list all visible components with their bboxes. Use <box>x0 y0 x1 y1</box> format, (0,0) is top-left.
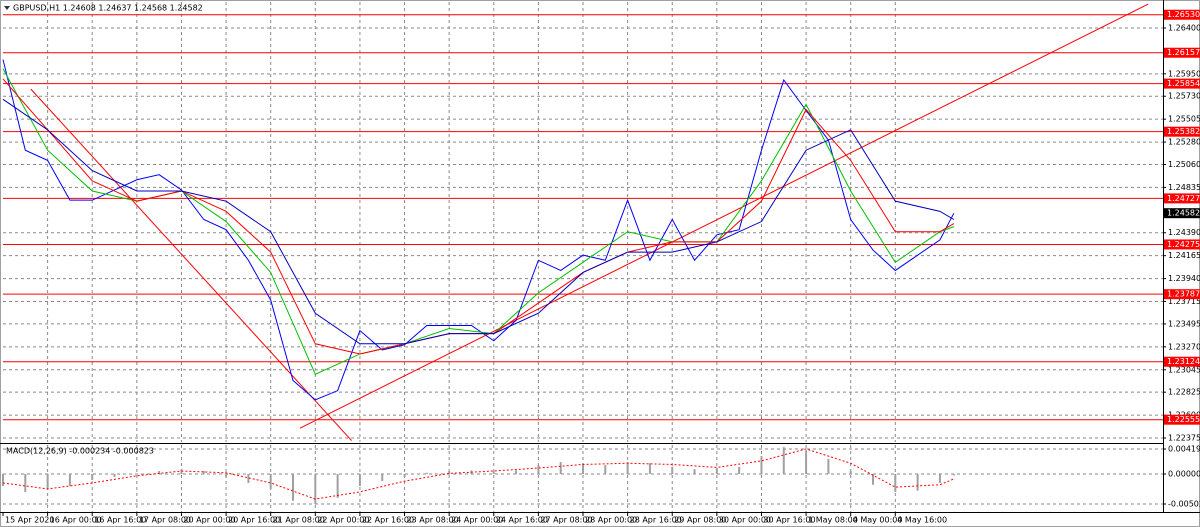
x-tick-label: 22 Apr 16:00 <box>362 516 414 525</box>
y-tick-label: 1.23495 <box>1168 319 1200 328</box>
dropdown-icon[interactable] <box>4 6 10 10</box>
level-label: 1.22555 <box>1167 415 1200 424</box>
level-label: 1.24275 <box>1167 240 1200 249</box>
x-tick-label: 15 Apr 2020 <box>5 516 54 525</box>
level-label-box <box>1164 9 1200 20</box>
y-tick-label: 1.25280 <box>1168 138 1200 147</box>
y-tick-label: 1.25060 <box>1168 160 1200 169</box>
x-tick-label: 24 Apr 00:00 <box>451 516 503 525</box>
y-tick-label: 1.23270 <box>1168 342 1200 351</box>
y-tick-label: 1.25730 <box>1168 92 1200 101</box>
x-tick-label: 30 Apr 00:00 <box>719 516 771 525</box>
level-label-box <box>1164 126 1200 137</box>
x-tick-label: 24 Apr 16:00 <box>496 516 548 525</box>
x-tick-label: 27 Apr 08:00 <box>540 516 592 525</box>
level-label: 1.26157 <box>1167 48 1200 57</box>
level-label: 1.25854 <box>1167 79 1200 88</box>
x-tick-label: 17 Apr 08:00 <box>139 516 191 525</box>
signal-line <box>2 448 955 500</box>
y-tick-label: -0.005029 <box>1168 499 1200 508</box>
trend-line <box>30 88 352 441</box>
chart-title: GBPUSD,H1 1.24608 1.24637 1.24568 1.2458… <box>13 4 203 13</box>
y-tick-label: 1.25505 <box>1168 115 1200 124</box>
x-tick-label: 23 Apr 08:00 <box>407 516 459 525</box>
x-tick-label: 28 Apr 16:00 <box>630 516 682 525</box>
last-price-label: 1.24582 <box>1167 209 1200 218</box>
level-label-box <box>1164 78 1200 89</box>
x-tick-label: 22 Apr 00:00 <box>317 516 369 525</box>
y-tick-label: 1.25950 <box>1168 69 1200 78</box>
level-label: 1.25382 <box>1167 127 1200 136</box>
moving-average <box>2 98 955 345</box>
y-tick-label: 0.004191 <box>1168 444 1200 453</box>
price-line <box>2 59 955 401</box>
plot-layer <box>2 2 1163 512</box>
level-label: 1.26530 <box>1167 10 1200 19</box>
y-tick-label: 1.23045 <box>1168 365 1200 374</box>
level-label-box <box>1164 47 1200 58</box>
macd-title: MACD(12,26,9) -0.000234 -0.000823 <box>6 447 154 456</box>
y-tick-label: 1.23715 <box>1168 297 1200 306</box>
x-tick-label: 28 Apr 00:00 <box>585 516 637 525</box>
level-label: 1.23787 <box>1167 290 1200 299</box>
level-label-box <box>1164 356 1200 367</box>
y-tick-label: 1.26400 <box>1168 23 1200 32</box>
x-tick-label: 16 Apr 16:00 <box>94 516 146 525</box>
level-label-box <box>1164 289 1200 300</box>
level-label-box <box>1164 193 1200 204</box>
y-tick-label: 0.000000 <box>1168 469 1200 478</box>
x-tick-label: 21 Apr 08:00 <box>273 516 325 525</box>
x-tick-label: 20 Apr 16:00 <box>228 516 280 525</box>
x-tick-label: 1 May 08:00 <box>808 516 858 525</box>
y-tick-label: 1.22375 <box>1168 434 1200 443</box>
y-tick-label: 1.23940 <box>1168 274 1200 283</box>
level-label-box <box>1164 414 1200 425</box>
x-tick-label: 30 Apr 16:00 <box>763 516 815 525</box>
x-tick-label: 29 Apr 08:00 <box>674 516 726 525</box>
trend-line <box>299 3 1149 429</box>
level-label: 1.24727 <box>1167 194 1200 203</box>
y-tick-label: 1.24165 <box>1168 251 1200 260</box>
y-tick-label: 1.24835 <box>1168 183 1200 192</box>
last-price-box <box>1164 208 1200 219</box>
level-label: 1.23124 <box>1167 357 1200 366</box>
x-tick-label: 4 May 16:00 <box>897 516 947 525</box>
x-tick-label: 4 May 00:00 <box>853 516 903 525</box>
y-tick-label: 1.22825 <box>1168 388 1200 397</box>
x-tick-label: 16 Apr 00:00 <box>50 516 102 525</box>
level-label-box <box>1164 239 1200 250</box>
y-tick-label: 1.24390 <box>1168 228 1200 237</box>
x-tick-label: 20 Apr 00:00 <box>183 516 235 525</box>
